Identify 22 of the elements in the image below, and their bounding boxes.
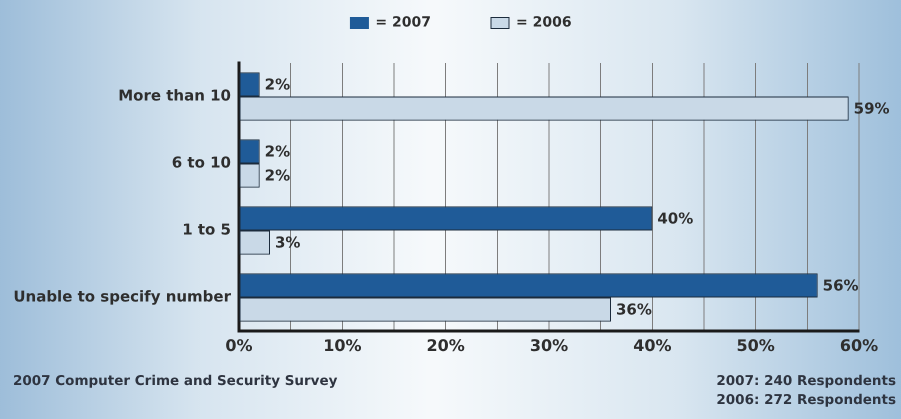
- y-tick-label: Unable to specify number: [13, 287, 232, 306]
- x-tick-label: 40%: [633, 336, 672, 355]
- data-label: 2%: [264, 166, 290, 184]
- text: 2007 Computer Crime and Security Survey: [13, 372, 338, 391]
- text: 2006: 272 Respondents: [716, 391, 896, 410]
- data-label: 40%: [657, 209, 694, 228]
- data-label: 2%: [264, 142, 290, 160]
- text: 2007: 240 Respondents: [716, 372, 896, 391]
- x-tick-label: 60%: [840, 336, 878, 355]
- x-tick-label: 20%: [426, 336, 465, 355]
- x-tick-label: 50%: [736, 336, 775, 355]
- data-label: 56%: [822, 276, 859, 294]
- x-tick-label: 10%: [323, 336, 362, 355]
- data-label: 36%: [616, 300, 652, 318]
- x-tick-label: 0%: [225, 336, 253, 355]
- y-tick-label: 6 to 10: [172, 153, 231, 172]
- legend-label: = 2007: [375, 14, 432, 31]
- legend-label: = 2006: [516, 14, 572, 31]
- y-tick-label: More than 10: [118, 86, 231, 104]
- data-label: 2%: [264, 75, 290, 94]
- x-tick-label: 30%: [530, 336, 568, 355]
- y-tick-label: 1 to 5: [182, 220, 231, 238]
